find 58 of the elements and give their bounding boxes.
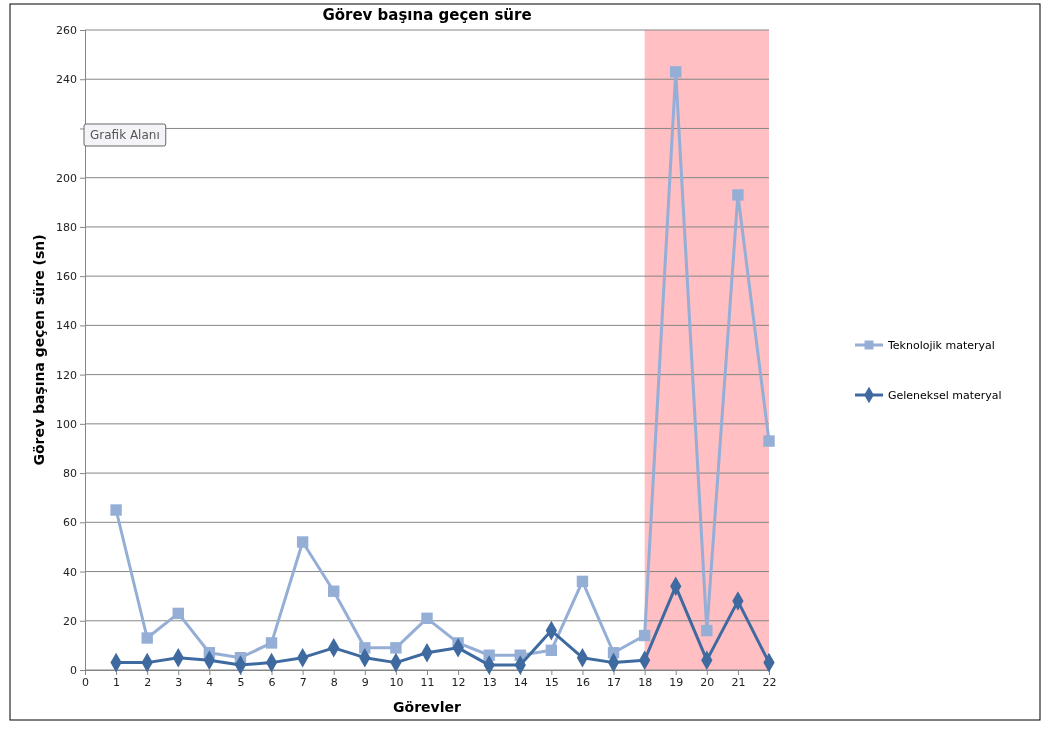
x-tick-label: 17 [607,675,622,689]
point [732,189,744,201]
y-tick-label: 260 [56,24,77,38]
y-axis-title: Görev başına geçen süre (sn) [31,234,47,466]
point [545,644,558,657]
x-tick-label: 1 [113,675,121,689]
y-tick-label: 200 [56,171,77,185]
x-tick-label: 14 [513,675,528,689]
y-tick-label: 100 [56,417,77,431]
x-axis-title: Görevler [393,699,462,715]
point [141,632,153,644]
x-tick-label: 3 [175,675,183,689]
y-tick-label: 80 [63,467,77,481]
y-tick-label: 180 [56,220,77,234]
point [638,629,651,642]
point [172,607,184,620]
x-tick-label: 16 [575,675,590,689]
tooltip-box: Grafik Alanı [83,123,167,147]
x-tick-label: 11 [420,675,435,689]
x-tick-label: 15 [544,675,559,689]
x-tick-label: 7 [299,675,307,689]
legend-label: Teknolojik materyal [887,339,995,352]
point [670,66,682,78]
x-tick-label: 8 [330,675,338,689]
point [265,637,278,649]
x-tick-label: 22 [762,675,777,689]
y-tick-label: 140 [56,319,77,333]
x-tick-label: 12 [451,675,466,689]
y-tick-label: 240 [56,73,77,87]
y-tick-label: 20 [63,614,77,628]
point [763,435,775,447]
x-tick-label: 10 [389,675,404,689]
annotation: Grafik Alanı [90,128,160,142]
y-tick-label: 160 [56,270,77,284]
y-tick-label: 60 [63,516,77,530]
x-tick-label: 13 [482,675,497,689]
x-tick-label: 19 [669,675,684,689]
x-tick-label: 18 [638,675,653,689]
y-tick-label: 120 [56,368,77,382]
point [328,585,340,597]
x-tick-label: 5 [237,675,245,689]
point [701,624,713,637]
x-tick-label: 20 [700,675,715,689]
point [296,536,309,548]
point [421,612,433,625]
x-tick-label: 2 [144,675,152,689]
x-tick-label: 6 [268,675,276,689]
point [576,575,589,588]
x-tick-label: 0 [82,675,89,689]
x-tick-label: 21 [731,675,746,689]
point [110,504,122,516]
y-tick-label: 40 [63,565,77,579]
point [390,642,402,654]
chart-title: Görev başına geçen süre [322,6,532,24]
y-tick-label: 0 [70,664,77,678]
x-tick-label: 4 [206,675,214,689]
x-tick-label: 9 [361,675,369,689]
legend-label: Geleneksel materyal [888,389,1002,402]
